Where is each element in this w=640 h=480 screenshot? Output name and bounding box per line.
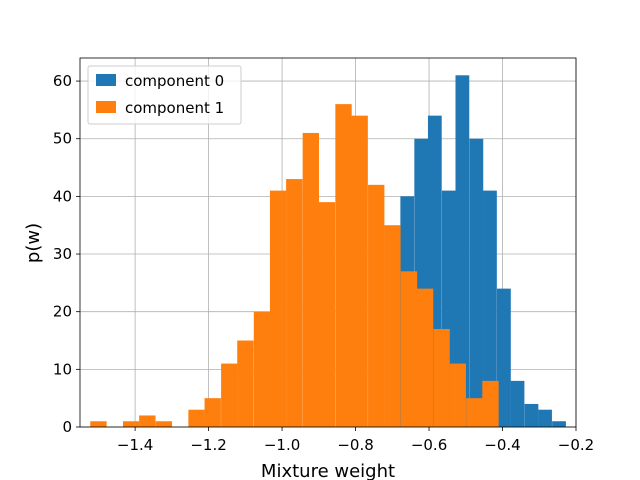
x-tick-label: −1.0	[264, 436, 300, 454]
bar-component-1	[335, 104, 352, 427]
bar-component-1	[155, 421, 173, 427]
y-tick-label: 20	[53, 303, 72, 321]
x-tick-label: −1.4	[117, 436, 153, 454]
x-tick-label: −0.8	[337, 436, 373, 454]
plot-frame	[79, 57, 577, 428]
bar-component-0	[538, 409, 552, 427]
bar-component-0	[497, 288, 511, 427]
x-axis-ticks: −1.4 −1.2 −1.0 −0.8 −0.6 −0.4 −0.2	[117, 427, 594, 454]
bar-component-1	[449, 363, 466, 427]
bar-component-1	[204, 398, 221, 427]
legend-swatch-component-0	[96, 74, 116, 86]
bar-component-0	[469, 138, 484, 427]
bar-component-1	[90, 421, 107, 427]
bar-component-1	[416, 288, 434, 427]
x-tick-label: −0.4	[484, 436, 520, 454]
bar-component-1	[253, 311, 271, 427]
bar-component-1	[482, 380, 499, 427]
bar-component-1	[433, 328, 450, 427]
bar-component-0	[483, 190, 497, 427]
x-axis-label: Mixture weight	[261, 461, 395, 480]
y-tick-label: 0	[62, 418, 72, 436]
bar-component-0	[552, 421, 566, 427]
bar-component-1	[351, 115, 368, 427]
bar-component-0	[510, 380, 525, 427]
bar-component-1	[139, 415, 156, 427]
bar-component-1	[466, 398, 483, 427]
y-tick-label: 50	[53, 130, 72, 148]
y-axis-label: p(w)	[23, 223, 44, 263]
bar-component-0	[455, 75, 470, 427]
y-tick-label: 60	[53, 72, 72, 90]
bar-component-1	[368, 184, 385, 427]
legend: component 0 component 1	[87, 65, 242, 125]
bar-component-1	[384, 225, 401, 427]
bar-component-0	[524, 403, 539, 427]
bar-component-1	[302, 132, 319, 427]
legend-swatch-component-1	[96, 101, 116, 113]
legend-label-component-1: component 1	[125, 99, 224, 117]
histogram-bars	[90, 75, 566, 427]
x-tick-label: −0.6	[411, 436, 447, 454]
bar-component-1	[400, 271, 418, 427]
x-tick-label: −0.2	[558, 436, 594, 454]
bar-component-1	[188, 409, 205, 427]
bar-component-1	[221, 363, 238, 427]
y-tick-label: 40	[53, 187, 72, 205]
y-tick-label: 30	[53, 245, 72, 263]
bar-component-1	[318, 202, 336, 427]
legend-label-component-0: component 0	[125, 72, 224, 90]
legend-box	[87, 65, 242, 125]
bar-component-1	[269, 190, 287, 427]
bar-component-1	[237, 340, 254, 427]
y-axis-ticks: 0 10 20 30 40 50 60	[53, 72, 80, 436]
bar-component-1	[122, 421, 140, 427]
bar-component-1	[286, 179, 303, 427]
x-tick-label: −1.2	[190, 436, 226, 454]
y-tick-label: 10	[53, 360, 72, 378]
